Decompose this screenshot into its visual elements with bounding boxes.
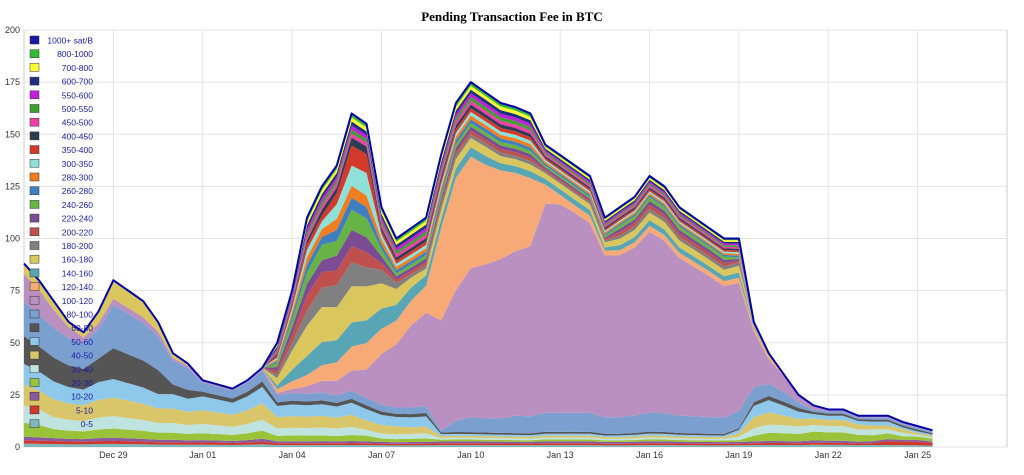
legend-swatch — [29, 117, 40, 127]
legend-swatch — [29, 282, 40, 291]
legend-swatch — [29, 131, 40, 141]
x-tick-label: Jan 22 — [815, 450, 842, 460]
x-tick-label: Jan 07 — [368, 450, 395, 460]
legend-swatch — [29, 49, 40, 58]
legend-swatch — [29, 364, 40, 374]
legend-label: 350-400 — [62, 145, 93, 155]
x-tick-label: Dec 29 — [99, 450, 128, 460]
y-tick-label: 125 — [5, 181, 20, 191]
y-tick-label: 100 — [5, 234, 20, 244]
legend-label: 600-700 — [62, 77, 93, 87]
area-120-140 — [24, 156, 933, 431]
legend-swatch — [29, 63, 40, 72]
area-20-30 — [24, 422, 933, 443]
legend: 1000+ sat/B 800-1000 700-800 600-700 550-600… — [29, 35, 94, 429]
legend-label: 30-40 — [71, 364, 93, 374]
axis-labels: 0 25 50 75 100 125 150 175 200 Dec 29 Jan 01 Jan 04… — [5, 25, 931, 460]
legend-swatch — [29, 227, 40, 237]
x-tick-label: Jan 19 — [725, 450, 752, 460]
legend-swatch — [29, 337, 40, 346]
legend-swatch — [29, 378, 40, 387]
y-tick-label: 25 — [10, 390, 20, 400]
area-30-40 — [24, 405, 933, 441]
legend-label: 20-30 — [71, 378, 93, 388]
x-tick-label: Jan 16 — [636, 450, 663, 460]
legend-label: 0-5 — [81, 419, 94, 429]
legend-label: 80-100 — [67, 310, 94, 320]
legend-label: 60-80 — [71, 323, 93, 333]
y-tick-label: 75 — [10, 286, 20, 296]
legend-label: 700-800 — [62, 63, 93, 73]
legend-swatch — [29, 159, 40, 168]
legend-label: 50-60 — [71, 337, 93, 347]
legend-label: 550-600 — [62, 90, 93, 100]
area-100-120 — [24, 203, 933, 432]
y-tick-label: 175 — [5, 77, 20, 87]
y-tick-label: 200 — [5, 25, 20, 35]
area-80-100 — [24, 301, 933, 434]
y-tick-label: 50 — [10, 338, 20, 348]
area-40-50 — [24, 384, 933, 439]
total-line — [23, 81, 933, 432]
legend-label: 260-280 — [62, 186, 93, 196]
legend-label: 800-1000 — [57, 49, 93, 59]
legend-label: 500-550 — [62, 104, 93, 114]
legend-label: 200-220 — [62, 227, 93, 237]
legend-swatch — [29, 309, 40, 319]
area-5-10 — [24, 440, 933, 446]
legend-swatch — [29, 90, 40, 100]
y-tick-label: 150 — [5, 129, 20, 139]
legend-swatch — [29, 76, 40, 86]
legend-label: 10-20 — [71, 392, 93, 402]
legend-swatch — [29, 405, 40, 415]
total-outline — [23, 81, 933, 432]
area-50-60 — [24, 363, 933, 438]
legend-label: 240-260 — [62, 200, 93, 210]
legend-swatch — [29, 268, 40, 278]
area-0-5 — [24, 443, 933, 447]
legend-swatch — [29, 186, 40, 195]
x-tick-label: Jan 13 — [547, 450, 574, 460]
legend-label: 100-120 — [62, 296, 93, 306]
x-tick-label: Jan 04 — [279, 450, 306, 460]
legend-label: 40-50 — [71, 351, 93, 361]
legend-label: 280-300 — [62, 173, 93, 183]
stacked-areas — [24, 82, 933, 447]
legend-swatch — [29, 241, 40, 250]
x-tick-label: Jan 10 — [457, 450, 484, 460]
legend-label: 300-350 — [62, 159, 93, 169]
legend-swatch — [29, 419, 40, 428]
legend-label: 120-140 — [62, 282, 93, 292]
legend-label: 160-180 — [62, 255, 93, 265]
legend-swatch — [29, 104, 40, 113]
x-tick-label: Jan 25 — [904, 450, 931, 460]
legend-swatch — [29, 391, 40, 401]
legend-label: 220-240 — [62, 214, 93, 224]
legend-label: 180-200 — [62, 241, 93, 251]
x-tick-label: Jan 01 — [189, 450, 216, 460]
legend-label: 1000+ sat/B — [47, 36, 93, 46]
legend-label: 5-10 — [76, 405, 93, 415]
legend-swatch — [29, 296, 40, 305]
y-tick-label: 0 — [15, 442, 20, 452]
legend-swatch — [29, 323, 40, 332]
legend-swatch — [29, 350, 40, 360]
legend-swatch — [29, 200, 40, 209]
area-10-20 — [24, 436, 933, 444]
legend-swatch — [29, 35, 40, 45]
legend-label: 140-160 — [62, 268, 93, 278]
legend-swatch — [29, 172, 40, 182]
legend-swatch — [29, 213, 40, 223]
legend-swatch — [29, 145, 40, 154]
legend-label: 450-500 — [62, 118, 93, 128]
chart-title: Pending Transaction Fee in BTC — [421, 9, 603, 24]
legend-label: 400-450 — [62, 131, 93, 141]
legend-swatch — [29, 254, 40, 264]
